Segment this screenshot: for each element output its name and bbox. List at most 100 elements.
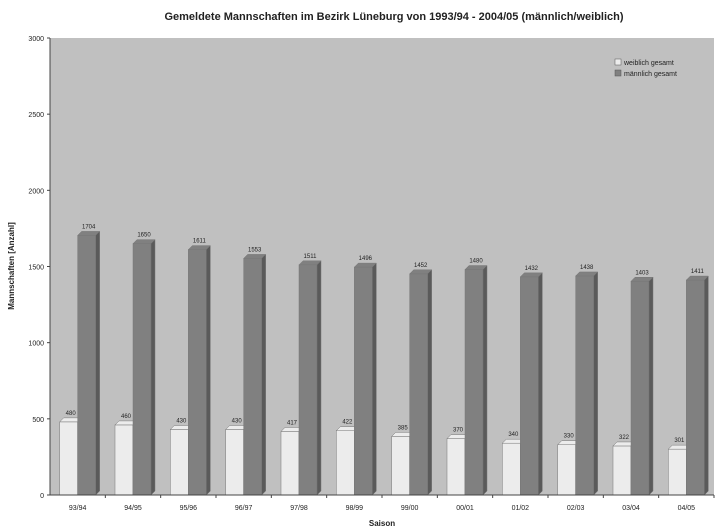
bar-body: [446, 438, 466, 496]
bar-body: [170, 429, 189, 496]
data-label: 330: [564, 434, 575, 440]
x-tick-label: 96/97: [235, 505, 253, 512]
bar-maennlich: [464, 264, 488, 496]
data-label: 460: [121, 414, 132, 420]
bars-group: 480 1704 460 1650 430 1611 430 1553 417 1511 422 14…: [59, 224, 709, 496]
bar-body: [188, 249, 207, 496]
y-axis-label: Mannschaften [Anzahl]: [7, 222, 16, 310]
data-label: 1480: [469, 259, 483, 265]
legend: weiblich gesamt männlich gesamt: [614, 58, 677, 78]
data-label: 1704: [82, 224, 96, 230]
data-label: 385: [398, 425, 409, 431]
bar-body: [686, 279, 705, 496]
plot-area: [50, 38, 714, 495]
x-tick-label: 03/04: [622, 505, 640, 512]
legend-label-maennlich: männlich gesamt: [624, 71, 677, 78]
bar-body: [298, 264, 318, 496]
bar-body: [502, 442, 521, 496]
data-label: 1411: [691, 269, 705, 275]
bar-maennlich: [77, 230, 101, 496]
data-label: 1496: [359, 256, 373, 262]
bar-maennlich: [519, 272, 543, 496]
bar-side: [316, 260, 322, 496]
bar-maennlich: [575, 271, 599, 496]
x-tick-label: 94/95: [124, 505, 142, 512]
data-label: 1403: [635, 270, 649, 276]
data-label: 322: [619, 435, 630, 441]
bar-body: [520, 276, 539, 496]
bar-side: [482, 264, 488, 496]
data-label: 430: [176, 418, 187, 424]
data-label: 1438: [580, 265, 594, 271]
bar-body: [391, 436, 410, 496]
bar-body: [225, 429, 244, 496]
data-label: 1432: [525, 266, 539, 272]
bar-side: [648, 276, 654, 496]
y-tick-label: 2000: [28, 188, 44, 195]
bar-body: [243, 258, 262, 496]
data-label: 480: [66, 411, 77, 417]
x-tick-label: 04/05: [678, 505, 696, 512]
data-label: 1650: [137, 233, 151, 239]
bar-body: [59, 421, 78, 496]
bar-side: [95, 230, 100, 496]
bar-maennlich: [132, 239, 156, 496]
bar-side: [206, 244, 211, 496]
legend-label-weiblich: weiblich gesamt: [623, 60, 674, 67]
bar-maennlich: [353, 262, 377, 496]
data-label: 301: [674, 438, 685, 444]
bar-side: [261, 253, 266, 496]
bar-body: [668, 448, 687, 496]
bar-side: [427, 269, 432, 496]
bar-side: [538, 272, 543, 496]
bar-maennlich: [685, 275, 709, 496]
bar-body: [464, 269, 484, 496]
bar-body: [132, 243, 152, 496]
data-label: 1452: [414, 263, 428, 269]
legend-swatch-maennlich: [614, 69, 622, 77]
bar-body: [612, 445, 632, 496]
bar-body: [336, 430, 355, 496]
bar-maennlich: [243, 253, 267, 496]
bar-maennlich: [630, 276, 654, 496]
data-label: 1611: [193, 239, 207, 245]
bar-body: [630, 281, 650, 496]
x-tick-label: 00/01: [456, 505, 474, 512]
bar-body: [280, 431, 300, 496]
y-tick-label: 2500: [28, 112, 44, 119]
data-label: 340: [508, 432, 519, 438]
data-label: 370: [453, 428, 464, 434]
x-tick-label: 95/96: [180, 505, 198, 512]
bar-body: [114, 424, 134, 496]
data-label: 430: [232, 418, 243, 424]
x-tick-label: 99/00: [401, 505, 419, 512]
bar-body: [354, 266, 373, 496]
bar-side: [593, 271, 598, 496]
bar-maennlich: [409, 269, 433, 496]
bar-body: [575, 275, 594, 496]
bar-maennlich: [187, 244, 211, 496]
data-label: 417: [287, 420, 298, 426]
bar-body: [409, 273, 428, 496]
bar-maennlich: [298, 260, 322, 496]
x-tick-label: 97/98: [290, 505, 308, 512]
bar-side: [704, 275, 709, 496]
bar-side: [150, 239, 156, 496]
chart-title: Gemeldete Mannschaften im Bezirk Lünebur…: [164, 11, 623, 23]
x-axis: 93/94 94/95 95/96 96/97 97/98 98/99 99/00 00/01…: [69, 495, 715, 512]
data-label: 1511: [304, 254, 318, 260]
y-tick-label: 1000: [28, 341, 44, 348]
y-tick-label: 500: [32, 417, 44, 424]
legend-swatch-weiblich: [614, 58, 622, 66]
data-label: 1553: [248, 247, 262, 253]
data-label: 422: [342, 420, 353, 426]
bar-side: [372, 262, 377, 496]
x-tick-label: 98/99: [346, 505, 364, 512]
y-tick-label: 1500: [28, 265, 44, 272]
x-tick-label: 02/03: [567, 505, 585, 512]
x-axis-label: Saison: [369, 519, 395, 528]
bar-body: [77, 235, 96, 496]
bar-body: [557, 444, 576, 496]
x-tick-label: 93/94: [69, 505, 87, 512]
